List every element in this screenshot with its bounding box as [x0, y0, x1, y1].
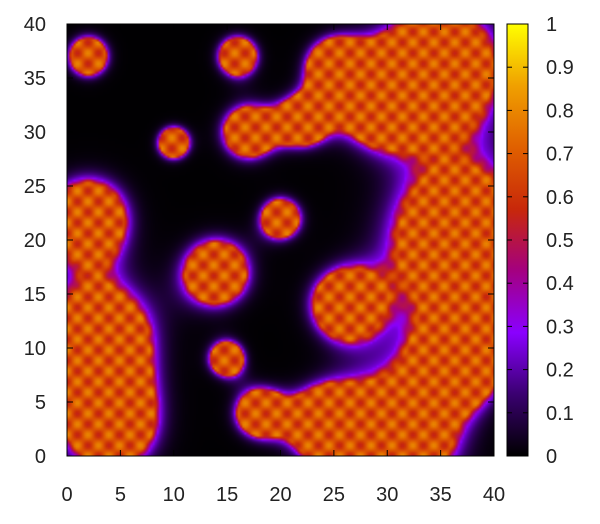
y-tick-label: 30 — [24, 122, 46, 144]
colorbar-tick-label: 0 — [546, 446, 557, 468]
heatmap-field — [67, 24, 494, 456]
colorbar-tick-label: 0.7 — [546, 144, 574, 166]
colorbar-tick-label: 0.5 — [546, 230, 574, 252]
x-axis: 0 5 10 15 20 25 30 35 40 — [61, 24, 505, 506]
colorbar-tick-label: 0.3 — [546, 316, 574, 338]
colorbar-axis: 0 0.1 0.2 0.3 0.4 0.5 0.6 0.7 0.8 0.9 1 — [507, 14, 574, 468]
x-tick-label: 40 — [483, 484, 505, 506]
y-tick-label: 15 — [24, 284, 46, 306]
y-tick-label: 5 — [35, 392, 46, 414]
x-tick-label: 35 — [430, 484, 452, 506]
colorbar-tick-label: 1 — [546, 14, 557, 36]
y-tick-label: 40 — [24, 14, 46, 36]
y-tick-label: 20 — [24, 230, 46, 252]
x-tick-label: 15 — [216, 484, 238, 506]
colorbar-tick-label: 0.9 — [546, 57, 574, 79]
y-axis: 0 5 10 15 20 25 30 35 40 — [24, 14, 494, 468]
x-tick-label: 0 — [61, 484, 72, 506]
colorbar-tick-label: 0.8 — [546, 100, 574, 122]
x-tick-label: 5 — [115, 484, 126, 506]
x-tick-label: 30 — [376, 484, 398, 506]
colorbar-tick-label: 0.6 — [546, 187, 574, 209]
y-tick-label: 10 — [24, 338, 46, 360]
colorbar-tick-label: 0.4 — [546, 273, 574, 295]
colorbar-tick-label: 0.1 — [546, 403, 574, 425]
colorbar-tick-label: 0.2 — [546, 360, 574, 382]
x-tick-label: 10 — [163, 484, 185, 506]
x-tick-label: 20 — [269, 484, 291, 506]
y-tick-label: 35 — [24, 68, 46, 90]
x-tick-label: 25 — [323, 484, 345, 506]
y-tick-label: 0 — [35, 446, 46, 468]
y-tick-label: 25 — [24, 176, 46, 198]
